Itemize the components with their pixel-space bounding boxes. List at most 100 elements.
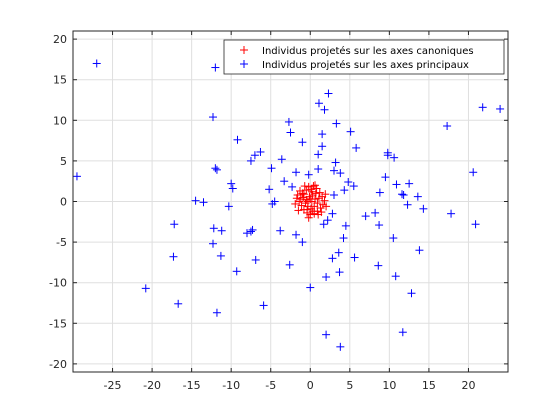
point-principal bbox=[403, 200, 412, 209]
y-tick-label: 15 bbox=[53, 74, 67, 87]
point-principal bbox=[246, 227, 255, 236]
point-principal bbox=[341, 221, 350, 230]
point-principal bbox=[344, 178, 353, 187]
point-canonique bbox=[315, 188, 324, 197]
point-canonique bbox=[314, 194, 323, 203]
point-principal bbox=[340, 186, 349, 195]
point-principal bbox=[224, 202, 233, 211]
point-principal bbox=[319, 220, 328, 229]
point-principal bbox=[407, 289, 416, 298]
point-principal bbox=[199, 198, 208, 207]
point-principal bbox=[322, 330, 331, 339]
y-tick-label: -10 bbox=[49, 277, 67, 290]
point-canonique bbox=[321, 190, 330, 199]
point-canonique bbox=[292, 194, 301, 203]
point-principal bbox=[322, 273, 331, 282]
point-principal bbox=[318, 130, 327, 139]
plot-area bbox=[73, 59, 505, 351]
point-principal bbox=[292, 168, 301, 177]
point-canonique bbox=[298, 189, 307, 198]
point-principal bbox=[191, 196, 200, 205]
point-principal bbox=[375, 221, 384, 230]
series-principaux bbox=[73, 59, 505, 351]
point-principal bbox=[381, 173, 390, 182]
point-principal bbox=[332, 119, 341, 128]
legend-entry: Individus projetés sur les axes principa… bbox=[240, 59, 469, 71]
point-principal bbox=[328, 209, 337, 218]
point-principal bbox=[256, 147, 265, 156]
point-canonique bbox=[311, 189, 320, 198]
legend-label: Individus projetés sur les axes principa… bbox=[262, 59, 469, 71]
point-principal bbox=[496, 104, 505, 113]
point-principal bbox=[375, 188, 384, 197]
point-principal bbox=[306, 283, 315, 292]
point-canonique bbox=[312, 184, 321, 193]
point-principal bbox=[228, 184, 237, 193]
point-principal bbox=[314, 165, 323, 174]
point-principal bbox=[217, 226, 226, 235]
point-principal bbox=[265, 185, 274, 194]
x-tick-label: -25 bbox=[104, 379, 122, 392]
point-principal bbox=[216, 251, 225, 260]
point-principal bbox=[314, 99, 323, 108]
point-canonique bbox=[317, 208, 326, 217]
point-principal bbox=[390, 153, 399, 162]
point-principal bbox=[328, 254, 337, 263]
point-principal bbox=[471, 220, 480, 229]
point-principal bbox=[447, 209, 456, 218]
point-principal bbox=[170, 220, 179, 229]
point-principal bbox=[251, 255, 260, 264]
point-principal bbox=[270, 197, 279, 206]
legend-marker bbox=[240, 60, 248, 68]
point-principal bbox=[285, 260, 294, 269]
point-canonique bbox=[322, 202, 331, 211]
x-tick-label: 20 bbox=[461, 379, 475, 392]
point-principal bbox=[233, 135, 242, 144]
point-principal bbox=[288, 182, 297, 191]
point-canonique bbox=[291, 199, 300, 208]
point-principal bbox=[277, 155, 286, 164]
point-canonique bbox=[303, 197, 312, 206]
series-canoniques bbox=[291, 181, 331, 222]
y-tick-label: -5 bbox=[56, 236, 67, 249]
point-principal bbox=[469, 168, 478, 177]
point-principal bbox=[174, 299, 183, 308]
point-principal bbox=[330, 191, 338, 200]
legend-box bbox=[223, 39, 505, 75]
point-principal bbox=[339, 234, 348, 243]
point-principal bbox=[280, 177, 289, 186]
x-tick-label: -20 bbox=[143, 379, 161, 392]
point-canonique bbox=[308, 207, 317, 216]
point-principal bbox=[211, 63, 220, 72]
y-tick-label: 0 bbox=[60, 196, 67, 209]
point-principal bbox=[443, 121, 452, 130]
x-tick-label: -15 bbox=[183, 379, 201, 392]
point-principal bbox=[330, 166, 338, 175]
point-principal bbox=[419, 204, 428, 213]
point-principal bbox=[292, 230, 301, 239]
point-principal bbox=[349, 182, 358, 191]
point-canonique bbox=[299, 190, 308, 199]
ticks bbox=[73, 31, 508, 372]
point-principal bbox=[212, 308, 221, 317]
point-principal bbox=[298, 138, 307, 147]
point-principal bbox=[398, 328, 407, 337]
point-principal bbox=[246, 156, 255, 165]
point-canonique bbox=[294, 206, 303, 215]
legend[interactable]: Individus projetés sur les axes canoniqu… bbox=[223, 39, 505, 75]
point-principal bbox=[304, 170, 313, 179]
point-principal bbox=[250, 151, 259, 160]
legend-marker bbox=[240, 46, 248, 54]
point-principal bbox=[398, 190, 407, 199]
point-principal bbox=[391, 272, 400, 281]
point-canonique bbox=[307, 187, 316, 196]
point-principal bbox=[392, 180, 401, 189]
y-tick-label: 5 bbox=[60, 155, 67, 168]
x-tick-labels: -25 -20 -15 -10 -5 0 5 10 15 20 bbox=[104, 379, 476, 392]
point-principal bbox=[211, 164, 220, 173]
point-principal bbox=[318, 142, 327, 151]
point-principal bbox=[259, 301, 268, 310]
point-principal bbox=[389, 234, 398, 243]
point-principal bbox=[324, 89, 333, 98]
